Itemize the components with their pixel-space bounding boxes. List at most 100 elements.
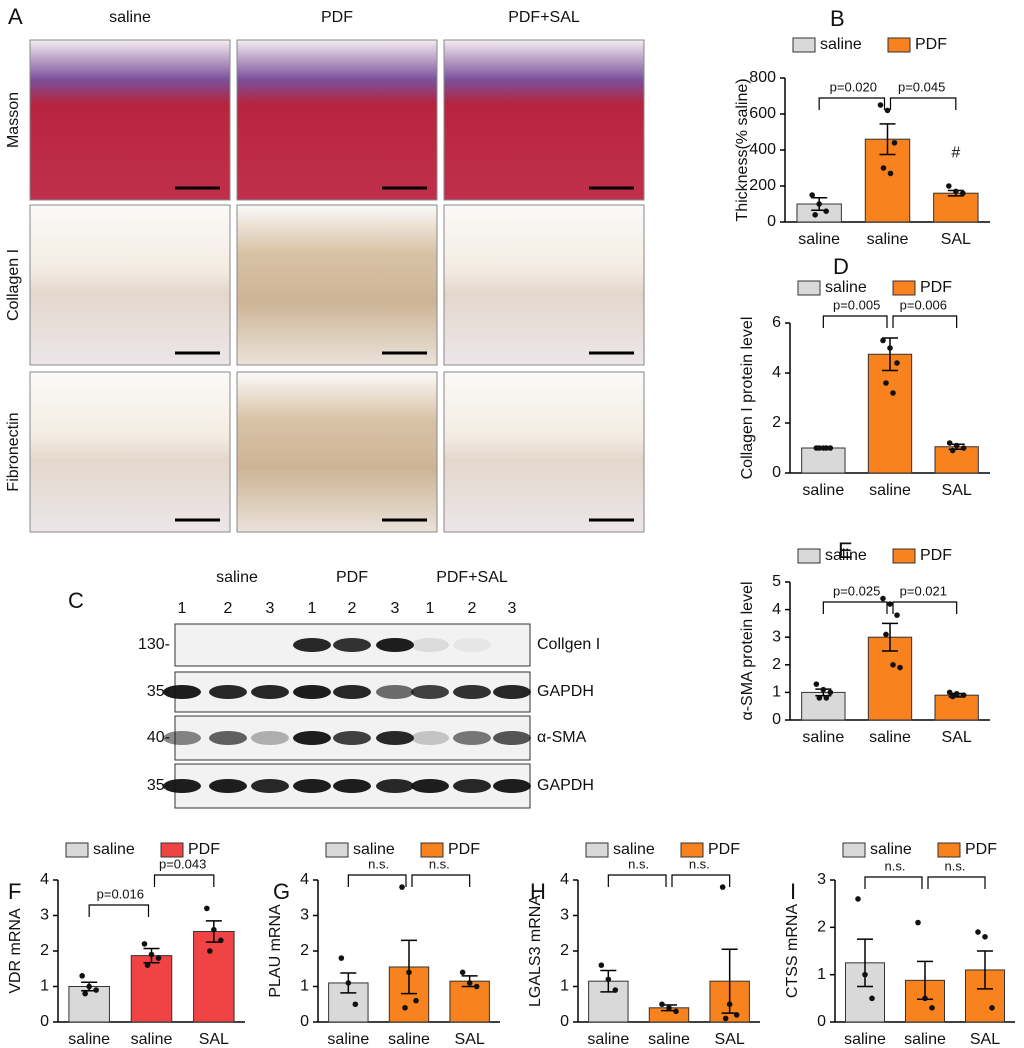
data-point (473, 983, 480, 990)
lane-group: PDF (336, 569, 368, 586)
bar (193, 930, 235, 1023)
y-tick-label: 0 (817, 1013, 826, 1030)
data-point (820, 686, 827, 693)
band (376, 731, 414, 745)
band (209, 731, 247, 745)
data-point (459, 969, 466, 976)
band-label: GAPDH (537, 683, 594, 700)
panel-letter: I (790, 879, 796, 904)
y-axis-label: PLAU mRNA (267, 904, 284, 998)
data-point (93, 987, 99, 993)
blot (174, 623, 531, 667)
y-tick-label: 400 (749, 141, 776, 158)
band (453, 779, 491, 793)
data-point (598, 962, 605, 968)
data-point (894, 360, 900, 366)
band (333, 779, 371, 793)
data-point (890, 662, 896, 668)
legend-swatch (887, 37, 911, 53)
data-point (953, 690, 960, 697)
panel-letter: G (273, 879, 290, 904)
legend-swatch (842, 842, 866, 858)
x-tick-label: saline (904, 1031, 946, 1048)
data-point (816, 201, 822, 207)
data-point (922, 995, 928, 1002)
annotation: n.s. (368, 856, 389, 871)
row-label: Masson (5, 92, 22, 148)
legend-label: PDF (915, 36, 947, 53)
data-point (155, 955, 162, 961)
data-point (338, 955, 345, 961)
data-point (733, 1012, 740, 1018)
bracket (88, 904, 150, 917)
legend-label: saline (93, 841, 135, 858)
annotation: p=0.006 (900, 297, 947, 312)
data-point (915, 919, 921, 926)
legend-label: saline (353, 841, 395, 858)
y-tick-label: 2 (772, 414, 781, 431)
legend-swatch (420, 842, 444, 858)
micrograph (29, 204, 231, 366)
panel-letter: A (8, 4, 23, 29)
marker-label: 40- (147, 729, 170, 746)
x-tick-label: saline (869, 729, 911, 746)
error-bar (882, 622, 898, 652)
band (251, 685, 289, 699)
band-label: Collgen I (537, 636, 600, 653)
legend-label: PDF (965, 841, 997, 858)
legend-swatch (680, 842, 704, 858)
data-point (612, 987, 619, 993)
data-point (949, 447, 956, 454)
data-point (666, 1005, 672, 1011)
band (333, 731, 371, 745)
bar (68, 986, 110, 1023)
y-tick-label: 800 (749, 69, 776, 86)
y-tick-label: 1 (40, 978, 49, 995)
significance-marker: # (951, 144, 960, 161)
x-tick-label: saline (327, 1031, 369, 1048)
bracket (671, 874, 731, 887)
data-point (211, 926, 217, 933)
y-tick-label: 1 (772, 684, 781, 701)
micrograph (29, 371, 231, 533)
bracket (822, 601, 888, 614)
y-tick-label: 1 (300, 978, 309, 995)
micrograph (236, 39, 438, 201)
y-tick-label: 0 (300, 1013, 309, 1030)
x-tick-label: SAL (455, 1031, 485, 1048)
y-tick-label: 3 (817, 871, 826, 888)
annotation: n.s. (689, 856, 710, 871)
lane-number: 2 (224, 600, 233, 617)
data-point (816, 445, 823, 451)
y-tick-label: 6 (772, 314, 781, 331)
legend-label: saline (825, 547, 867, 564)
band (411, 685, 449, 699)
legend-swatch (65, 842, 89, 858)
x-tick-label: SAL (199, 1031, 229, 1048)
data-point (148, 951, 155, 958)
data-point (812, 212, 818, 218)
micrograph (236, 371, 438, 533)
marker-label: 35- (147, 683, 170, 700)
bar (801, 691, 846, 721)
legend-label: saline (820, 36, 862, 53)
micrograph (236, 204, 438, 366)
data-point (883, 631, 889, 638)
x-tick-label: saline (867, 231, 909, 248)
y-tick-label: 3 (40, 907, 49, 924)
bar (801, 447, 846, 474)
bar (933, 192, 979, 223)
y-tick-label: 2 (40, 942, 49, 959)
panel-letter: C (68, 588, 84, 613)
data-point (884, 107, 891, 114)
data-point (813, 681, 820, 687)
data-point (880, 337, 886, 344)
data-point (86, 983, 92, 990)
error-bar (977, 950, 993, 990)
annotation: n.s. (628, 856, 649, 871)
data-point (946, 183, 952, 189)
data-point (891, 140, 898, 146)
annotation: p=0.005 (833, 297, 880, 312)
bracket (889, 97, 957, 110)
band (411, 638, 449, 652)
